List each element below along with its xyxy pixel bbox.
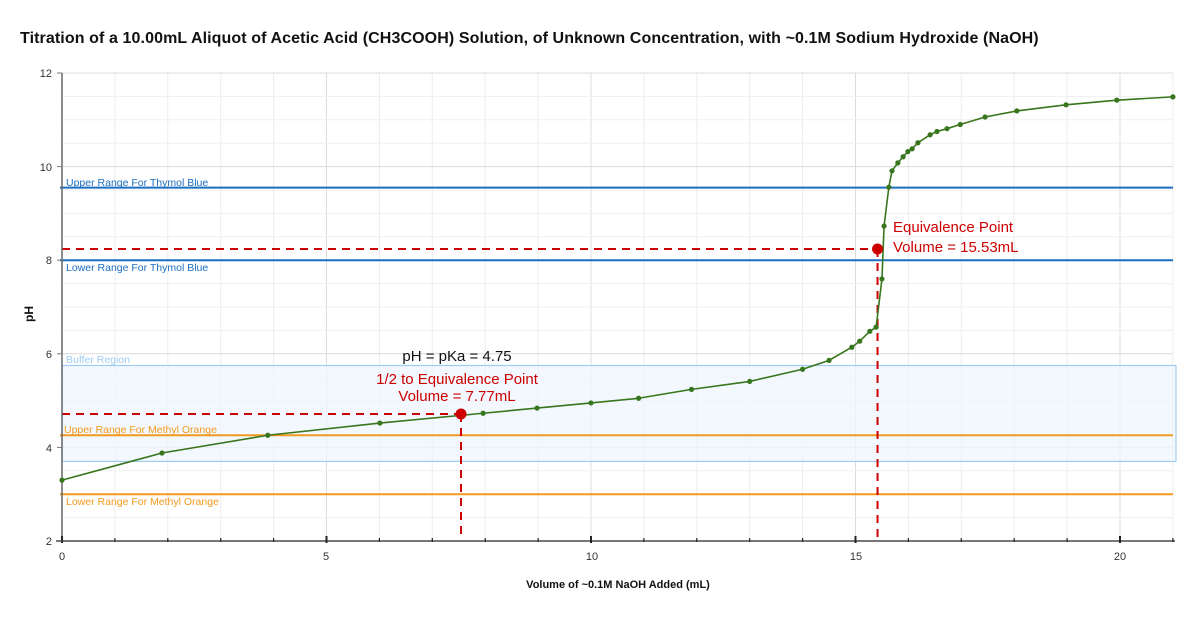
x-axis-label: Volume of ~0.1M NaOH Added (mL) (526, 579, 710, 591)
y-tick-4: 4 (46, 443, 52, 455)
y-tick-10: 10 (40, 162, 52, 174)
label-thymol-upper: Upper Range For Thymol Blue (66, 177, 208, 189)
axes (56, 72, 1175, 543)
half-equivalence-label-line1: 1/2 to Equivalence Point (376, 371, 539, 388)
chart-title: Titration of a 10.00mL Aliquot of Acetic… (20, 30, 1039, 47)
gridlines (62, 72, 1174, 541)
x-tick-5: 5 (323, 551, 329, 563)
buffer-region (61, 364, 1177, 463)
key-points (455, 243, 884, 420)
equivalence-label-line1: Equivalence Point (893, 219, 1014, 236)
half-equivalence-point-marker (455, 408, 467, 420)
label-buffer-region: Buffer Region (66, 354, 130, 366)
equivalence-label-line2: Volume = 15.53mL (893, 239, 1019, 256)
label-methyl-lower: Lower Range For Methyl Orange (66, 496, 219, 508)
titration-curve (59, 94, 1176, 483)
x-tick-0: 0 (59, 551, 65, 563)
y-tick-labels: 2 4 6 8 10 12 (40, 68, 52, 548)
label-thymol-lower: Lower Range For Thymol Blue (66, 262, 208, 274)
y-tick-12: 12 (40, 68, 52, 80)
annotation-dashed-lines (62, 247, 879, 541)
half-equivalence-label-line2: Volume = 7.77mL (398, 388, 515, 405)
y-tick-8: 8 (46, 255, 52, 267)
label-methyl-upper: Upper Range For Methyl Orange (64, 424, 217, 436)
y-tick-6: 6 (46, 349, 52, 361)
pka-label: pH = pKa = 4.75 (402, 348, 511, 365)
y-axis-label: pH (22, 306, 36, 322)
y-tick-2: 2 (46, 536, 52, 548)
reference-lines (60, 186, 1173, 496)
x-tick-labels: 0 5 10 15 20 (59, 551, 1126, 563)
x-tick-15: 15 (850, 551, 862, 563)
x-tick-10: 10 (586, 551, 598, 563)
x-tick-20: 20 (1114, 551, 1126, 563)
equivalence-point-marker (872, 243, 884, 255)
